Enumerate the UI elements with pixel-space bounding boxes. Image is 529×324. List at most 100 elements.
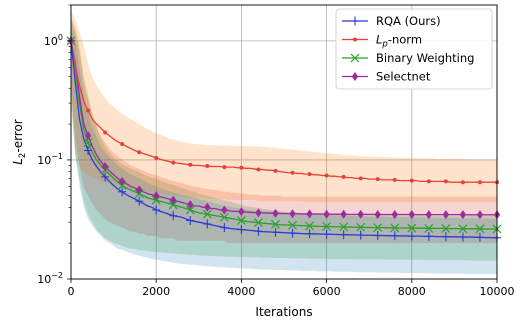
legend-item-rqa-ours: RQA (Ours) [342,14,441,28]
rqa-ours-point [237,225,246,235]
y-axis-label-main: L [11,158,25,165]
binary-weighting-point [424,223,434,233]
selectnet-point [204,202,211,212]
lp-norm-point [120,142,125,147]
binary-weighting-point [441,224,451,234]
binary-weighting-band [71,16,497,261]
rqa-ours-point [220,223,229,233]
rqa-ours-point [203,219,212,229]
lp-norm-point [341,174,346,179]
binary-weighting-point [322,222,332,231]
selectnet-point [170,195,177,205]
binary-weighting-point [219,212,229,222]
legend-marker [353,37,357,42]
rqa-ours-point [135,196,144,206]
rqa-ours-point [118,187,127,197]
y-axis-label: L2-error [11,119,28,165]
rqa-ours-point [475,232,484,242]
rqa-ours-point [407,231,416,241]
binary-weighting-point [185,205,195,215]
lp-norm-point [426,179,431,184]
binary-weighting-point [288,220,297,230]
rqa-ours-point [288,228,297,238]
selectnet-point [306,209,313,219]
binary-weighting-point [373,223,383,233]
selectnet-point [135,185,143,195]
lp-norm-line [70,40,497,183]
binary-weighting-line [70,40,497,230]
lp-norm-point [256,167,261,172]
rqa-ours-point [390,231,399,241]
x-tick-label: 8000 [398,285,426,298]
legend-marker [350,53,360,63]
selectnet-point [153,191,160,201]
x-tick-label: 6000 [313,285,341,298]
lp-norm-point [358,176,363,181]
lp-norm-point [290,170,295,175]
x-tick-label: 0 [68,285,75,298]
lp-norm-band [71,10,497,203]
error-bands [71,10,497,275]
binary-weighting-point [168,200,178,210]
selectnet-point [340,209,347,219]
x-tick-label: 10000 [480,285,515,298]
lp-norm-point [375,177,380,182]
selectnet-point [118,176,126,186]
selectnet-point [374,210,381,220]
y-tick-label: 100 [44,33,63,48]
x-tick-label: 2000 [142,285,170,298]
binary-weighting-point [83,138,93,147]
series-markers [66,36,502,243]
binary-weighting-point [407,223,417,233]
rqa-ours-point [305,229,314,239]
lp-norm-point [239,165,244,170]
rqa-ours-point [254,226,263,236]
y-tick-label: 10−1 [37,152,63,167]
binary-weighting-point [390,223,400,233]
selectnet-band [71,19,497,244]
selectnet-point [476,210,484,220]
legend-marker [351,72,359,81]
x-tick-label: 4000 [227,285,255,298]
rqa-ours-point [84,145,93,155]
binary-weighting-point [254,218,263,227]
rqa-ours-point [356,230,365,240]
lp-norm-point [154,155,159,160]
rqa-ours-point [271,227,280,237]
selectnet-point [289,209,296,219]
lp-norm-point [205,163,210,168]
selectnet-point [272,208,279,218]
legend-item-binary-weighting: Binary Weighting [342,51,474,65]
rqa-ours-point [322,229,331,239]
lp-norm-point [86,108,91,113]
legend-label: Lp-norm [376,33,422,50]
legend-label: RQA (Ours) [376,14,441,28]
selectnet-point [101,162,109,172]
rqa-ours-point [424,231,433,241]
lp-norm-point [409,178,414,183]
rqa-ours-point [373,230,382,240]
rqa-ours-point [152,205,161,215]
selectnet-point [187,200,194,210]
lp-norm-point [392,177,397,182]
plot-frame [70,4,498,280]
selectnet-point [425,210,433,220]
lp-norm-point [460,180,465,185]
lp-norm-point [477,180,482,185]
binary-weighting-point [305,221,314,231]
lp-norm-point [443,179,448,184]
lp-norm-point [222,165,227,170]
lp-norm-point [324,173,329,178]
selectnet-point [357,209,364,219]
lp-norm-point [171,160,176,165]
legend-marker [351,16,359,26]
legend-item-selectnet: Selectnet [342,70,431,84]
selectnet-point [84,131,92,141]
rqa-ours-point [169,211,178,221]
binary-weighting-point [271,219,280,229]
selectnet-point [459,210,467,220]
x-axis-label: Iterations [255,305,312,319]
selectnet-point [255,208,262,218]
y-axis-label-rest: -error [11,119,25,152]
legend-box [335,8,493,90]
